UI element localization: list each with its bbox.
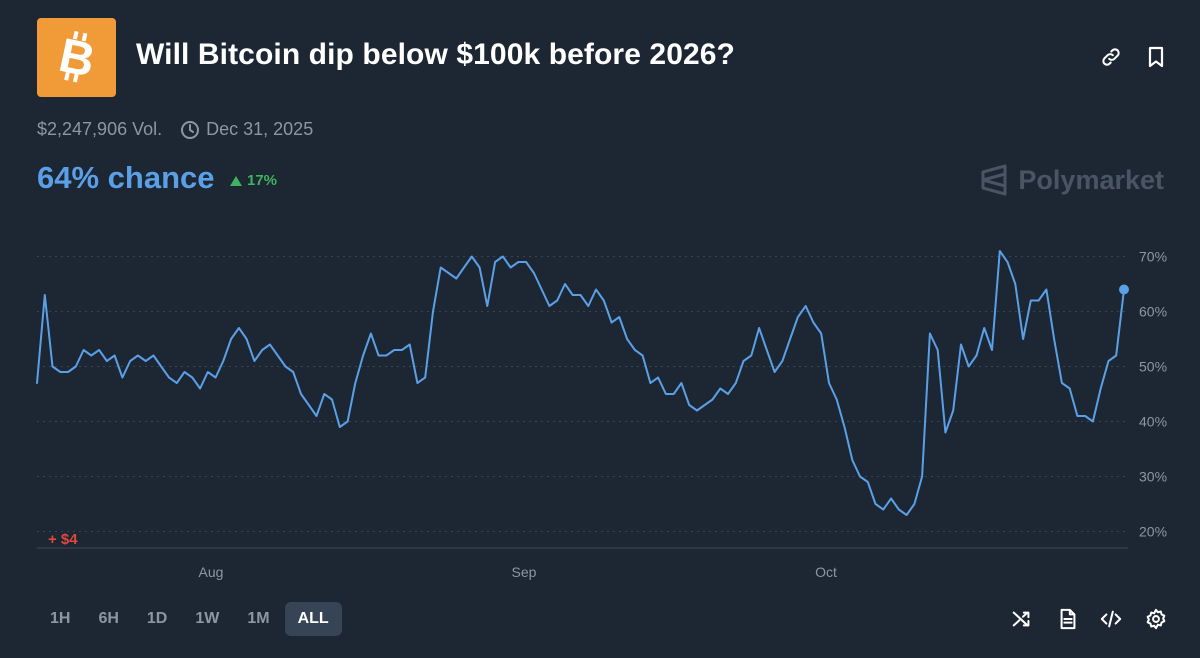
chart-annotation: + $4 <box>48 531 78 548</box>
bookmark-icon <box>1148 46 1164 68</box>
range-6h-button[interactable]: 6H <box>98 610 119 627</box>
settings-button[interactable] <box>1144 607 1168 631</box>
market-logo: B <box>37 18 116 97</box>
series-line-yes <box>36 250 1125 516</box>
range-1m-button[interactable]: 1M <box>247 610 270 627</box>
market-meta: $2,247,906 Vol. Dec 31, 2025 <box>37 119 313 140</box>
shuffle-icon <box>1012 611 1030 627</box>
delta-value: 17% <box>247 172 278 189</box>
time-range-selector: 1H 6H 1D 1W 1M ALL <box>37 602 344 636</box>
chance-value: 64% chance <box>37 160 215 195</box>
clock-icon <box>181 120 200 139</box>
triangle-up-icon <box>230 175 242 186</box>
series-end-dot <box>1119 284 1129 295</box>
brand-name: Polymarket <box>1018 164 1164 195</box>
chart-grid <box>37 256 1128 532</box>
volume-text: $2,247,906 Vol. <box>37 119 163 139</box>
polymarket-logo-icon <box>981 164 1007 196</box>
y-tick-label: 40% <box>1139 414 1167 430</box>
link-icon <box>1102 48 1120 66</box>
code-icon <box>1100 610 1122 628</box>
x-tick-label: Sep <box>512 564 537 580</box>
range-1d-button[interactable]: 1D <box>146 610 168 627</box>
range-all-button[interactable]: ALL <box>284 602 342 636</box>
rules-button[interactable] <box>1056 607 1080 631</box>
x-axis-ticks: Aug Sep Oct <box>199 564 837 580</box>
copy-link-button[interactable] <box>1098 44 1124 70</box>
range-1w-button[interactable]: 1W <box>195 610 220 627</box>
y-axis-ticks: 70% 60% 50% 40% 30% 20% <box>1139 249 1167 540</box>
market-title: Will Bitcoin dip below $100k before 2026… <box>136 38 735 71</box>
polymarket-watermark: Polymarket <box>980 164 1164 196</box>
y-tick-label: 50% <box>1139 359 1167 375</box>
bitcoin-icon: B <box>54 30 99 86</box>
y-tick-label: 30% <box>1139 469 1167 485</box>
x-tick-label: Oct <box>815 564 837 580</box>
y-tick-label: 20% <box>1139 524 1167 540</box>
document-icon <box>1060 608 1076 630</box>
bookmark-button[interactable] <box>1143 44 1169 70</box>
gear-icon <box>1146 608 1166 630</box>
price-chart: 70% 60% 50% 40% 30% 20% Aug Sep Oct + $4 <box>36 249 1167 580</box>
embed-button[interactable] <box>1099 607 1123 631</box>
end-date-text: Dec 31, 2025 <box>206 119 314 139</box>
y-tick-label: 70% <box>1139 249 1167 265</box>
chance-delta: 17% <box>230 172 277 189</box>
range-1h-button[interactable]: 1H <box>50 610 71 627</box>
x-tick-label: Aug <box>199 564 224 580</box>
shuffle-button[interactable] <box>1010 607 1034 631</box>
y-tick-label: 60% <box>1139 304 1167 320</box>
